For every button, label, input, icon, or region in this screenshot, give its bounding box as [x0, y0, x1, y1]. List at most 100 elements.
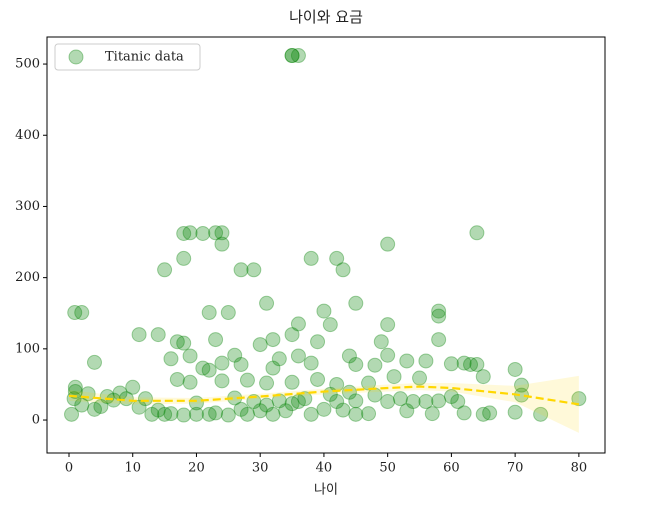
point — [303, 355, 319, 371]
y-tick-label: 100 — [15, 341, 40, 356]
legend-marker — [68, 49, 84, 65]
point — [329, 250, 345, 266]
x-tick-label: 20 — [188, 461, 205, 476]
point — [399, 353, 415, 369]
point — [303, 406, 319, 422]
y-tick-label: 0 — [32, 413, 40, 428]
x-tick-label: 10 — [124, 461, 141, 476]
point — [482, 405, 498, 421]
point — [335, 262, 351, 278]
point — [348, 393, 364, 409]
point — [310, 371, 326, 387]
point — [418, 394, 434, 410]
point — [533, 406, 549, 422]
point — [507, 404, 523, 420]
point — [176, 407, 192, 423]
point — [176, 250, 192, 266]
point — [341, 384, 357, 400]
point — [341, 348, 357, 364]
point — [195, 360, 211, 376]
point — [214, 373, 230, 389]
point — [201, 406, 217, 422]
point — [571, 391, 587, 407]
point — [284, 396, 300, 412]
point — [265, 332, 281, 348]
point — [367, 357, 383, 373]
legend-label: Titanic data — [105, 50, 184, 65]
point — [348, 357, 364, 373]
point — [399, 403, 415, 419]
point — [131, 327, 147, 343]
point — [469, 357, 485, 373]
point — [392, 391, 408, 407]
point — [150, 327, 166, 343]
point — [188, 406, 204, 422]
point — [310, 334, 326, 350]
point — [290, 48, 306, 64]
point — [208, 405, 224, 421]
point — [265, 406, 281, 422]
point — [259, 375, 275, 391]
x-tick-label: 0 — [65, 461, 73, 476]
x-axis-label: 나이 — [314, 483, 338, 498]
point — [150, 402, 166, 418]
point — [214, 355, 230, 371]
point — [380, 317, 396, 333]
point — [163, 406, 179, 422]
point — [259, 397, 275, 413]
point — [329, 394, 345, 410]
point — [93, 399, 109, 415]
point — [443, 356, 459, 372]
point — [316, 401, 332, 417]
x-tick-label: 50 — [379, 461, 396, 476]
point — [67, 379, 83, 395]
point — [67, 305, 83, 321]
point — [412, 370, 428, 386]
point — [157, 262, 173, 278]
point — [475, 406, 491, 422]
point — [227, 347, 243, 363]
fit-line — [68, 385, 580, 406]
point — [380, 394, 396, 410]
point — [201, 305, 217, 321]
point — [514, 377, 530, 393]
y-tick-label: 200 — [15, 270, 40, 285]
point — [182, 374, 198, 390]
x-tick-label: 60 — [443, 461, 460, 476]
point — [271, 351, 287, 367]
point — [201, 362, 217, 378]
point — [131, 399, 147, 415]
point — [278, 403, 294, 419]
point — [176, 226, 192, 242]
point — [86, 401, 102, 417]
point — [157, 406, 173, 422]
x-tick-label: 30 — [252, 461, 269, 476]
point — [456, 405, 472, 421]
point — [380, 236, 396, 252]
x-tick-label: 70 — [507, 461, 524, 476]
point — [239, 406, 255, 422]
point — [163, 351, 179, 367]
point — [86, 354, 102, 370]
point — [195, 226, 211, 242]
point — [303, 250, 319, 266]
y-tick-label: 500 — [15, 57, 40, 72]
x-tick-label: 40 — [316, 461, 333, 476]
point — [284, 374, 300, 390]
point — [348, 406, 364, 422]
point — [74, 397, 90, 413]
point — [284, 48, 300, 64]
point — [182, 225, 198, 241]
point — [469, 225, 485, 241]
point — [125, 379, 141, 395]
point — [239, 372, 255, 388]
point — [380, 347, 396, 363]
legend-box — [54, 43, 201, 71]
x-tick-label: 80 — [571, 461, 588, 476]
point — [348, 295, 364, 311]
point — [431, 303, 447, 319]
point — [284, 327, 300, 343]
point — [456, 355, 472, 371]
point — [431, 308, 447, 324]
